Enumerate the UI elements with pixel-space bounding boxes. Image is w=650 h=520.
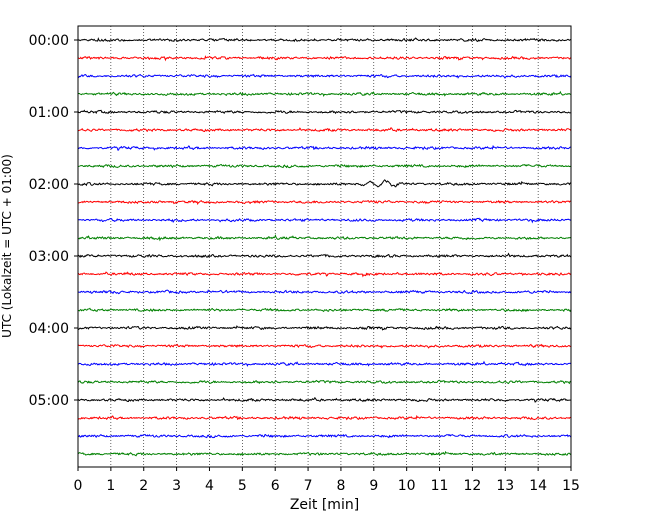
trace-7	[77, 163, 571, 169]
trace-15	[77, 307, 572, 313]
trace-11	[77, 234, 572, 242]
trace-4	[77, 109, 571, 115]
y-tick-label: 03:00	[29, 249, 69, 265]
trace-14	[77, 289, 572, 295]
trace-18	[77, 360, 572, 367]
trace-20	[77, 397, 571, 403]
trace-13	[77, 271, 572, 278]
trace-3	[77, 90, 571, 98]
y-axis-label: UTC (Lokalzeit = UTC + 01:00)	[0, 154, 14, 338]
y-tick-label: 05:00	[29, 393, 69, 409]
x-tick-label: 13	[496, 478, 514, 494]
x-tick-label: 12	[463, 478, 481, 494]
x-tick-label: 4	[205, 478, 214, 494]
trace-12	[77, 252, 572, 259]
x-tick-label: 9	[369, 478, 378, 494]
traces	[77, 37, 572, 457]
x-tick-label: 5	[238, 478, 247, 494]
x-tick-label: 3	[172, 478, 181, 494]
trace-23	[77, 450, 572, 457]
x-tick-label: 14	[529, 478, 547, 494]
y-tick-label: 04:00	[29, 321, 69, 337]
y-tick-label: 00:00	[29, 33, 69, 49]
x-axis-label: Zeit [min]	[290, 497, 359, 513]
trace-5	[77, 127, 572, 133]
y-tick-label: 01:00	[29, 105, 69, 121]
trace-22	[77, 433, 572, 439]
x-tick-label: 0	[74, 478, 83, 494]
trace-10	[77, 217, 572, 224]
y-tick-label: 02:00	[29, 177, 69, 193]
trace-8	[77, 179, 572, 188]
x-tick-label: 7	[304, 478, 313, 494]
trace-0	[77, 37, 572, 43]
x-tick-label: 6	[271, 478, 280, 494]
trace-16	[77, 325, 572, 331]
trace-9	[77, 199, 572, 206]
x-tick-label: 8	[336, 478, 345, 494]
x-tick-label: 10	[398, 478, 416, 494]
x-tick-label: 1	[106, 478, 115, 494]
trace-21	[77, 414, 571, 421]
x-tick-label: 15	[562, 478, 580, 494]
trace-2	[77, 73, 572, 79]
x-ticks: 0 1 2 3 4 5 6 7 8 9 10 11 12 13 14 15	[74, 467, 580, 494]
trace-6	[77, 144, 571, 151]
x-tick-label: 11	[431, 478, 449, 494]
plot-frame	[77, 25, 572, 468]
trace-17	[77, 343, 571, 349]
x-tick-label: 2	[139, 478, 148, 494]
y-ticks: 00:00 01:00 02:00 03:00 04:00 05:00	[29, 33, 78, 409]
trace-19	[77, 379, 571, 385]
trace-1	[77, 55, 572, 62]
